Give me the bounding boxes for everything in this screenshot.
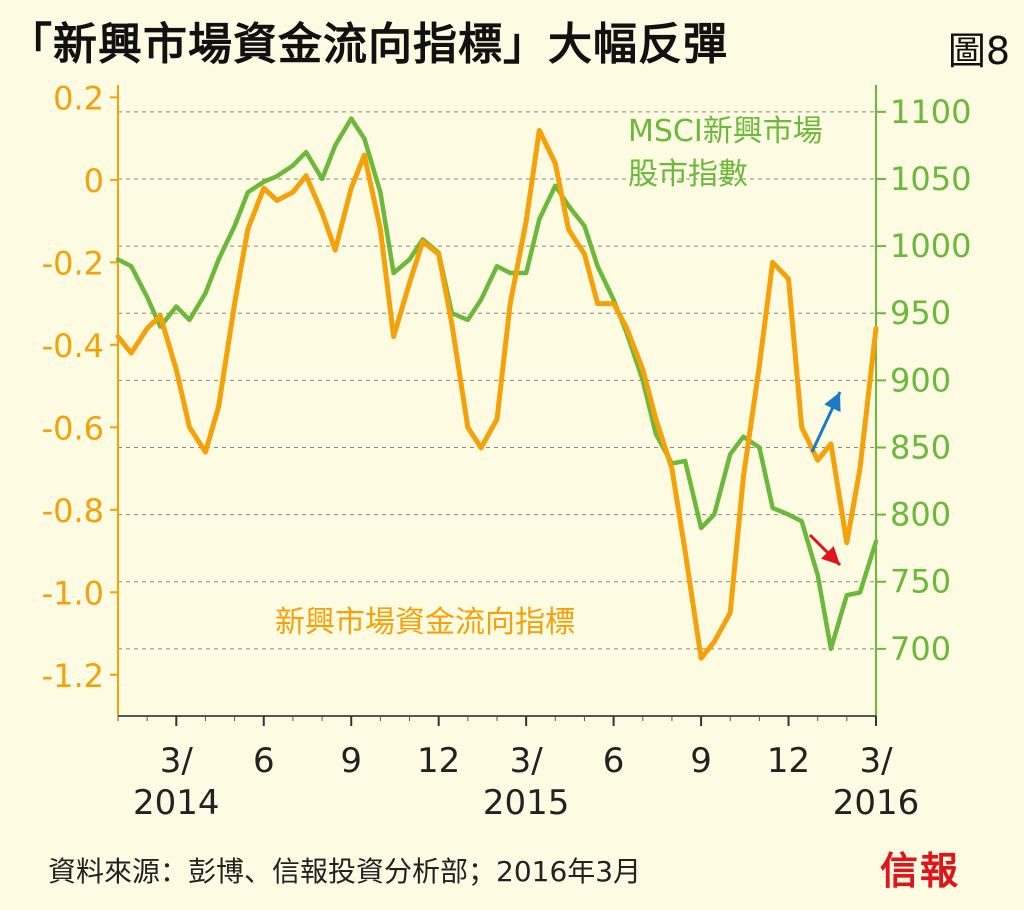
- left-tick-label: -0.4: [42, 327, 104, 365]
- blue-arrow: [810, 391, 842, 453]
- legend-label-msci-line2: 股市指數: [628, 157, 748, 192]
- x-tick-label: 3/: [510, 741, 544, 781]
- right-tick-label: 800: [890, 496, 951, 534]
- x-tick-label: 3/: [859, 741, 893, 781]
- x-tick-label: 12: [417, 741, 460, 781]
- x-tick-label: 12: [767, 741, 810, 781]
- axis-labels: 1100 1050 1000 950 900 850 800 750 700 0.2 0 -0.2 -0…: [42, 79, 972, 823]
- red-arrow: [808, 533, 842, 567]
- figure-number: 圖8: [947, 29, 1010, 73]
- x-tick-label: 9: [340, 741, 362, 781]
- x-tick-label: 9: [690, 741, 712, 781]
- x-year-label: 2015: [483, 783, 570, 823]
- x-tick-label: 6: [253, 741, 275, 781]
- left-tick-label: -0.6: [42, 409, 104, 447]
- left-tick-label: 0: [84, 162, 104, 200]
- legend-label-msci: MSCI新興市場: [628, 114, 823, 149]
- right-tick-label: 900: [890, 361, 951, 399]
- x-year-label: 2016: [833, 783, 920, 823]
- left-tick-label: -0.8: [42, 492, 104, 530]
- left-tick-label: -1.2: [42, 657, 104, 695]
- chart-title: 「新興市場資金流向指標」大幅反彈: [8, 19, 728, 70]
- legend-label-flow: 新興市場資金流向指標: [275, 605, 575, 640]
- axes: [110, 85, 886, 726]
- publisher-logo: 信報: [880, 848, 961, 893]
- right-tick-label: 700: [890, 630, 951, 668]
- right-tick-label: 750: [890, 563, 951, 601]
- left-tick-label: -1.0: [42, 574, 104, 612]
- x-year-label: 2014: [133, 783, 220, 823]
- left-tick-label: -0.2: [42, 244, 104, 282]
- left-tick-label: 0.2: [53, 79, 104, 117]
- x-tick-label: 6: [603, 741, 625, 781]
- series-line-flow-indicator: [115, 127, 879, 661]
- right-tick-label: 950: [890, 294, 951, 332]
- right-tick-label: 850: [890, 428, 951, 466]
- x-tick-label: 3/: [160, 741, 194, 781]
- right-tick-label: 1100: [890, 93, 971, 131]
- right-tick-label: 1050: [890, 160, 971, 198]
- series-lines: [115, 116, 879, 661]
- source-note: 資料來源：彭博、信報投資分析部；2016年3月: [48, 855, 642, 888]
- right-tick-label: 1000: [890, 227, 971, 265]
- series-line-msci: [115, 116, 879, 652]
- grid-lines: [118, 111, 876, 650]
